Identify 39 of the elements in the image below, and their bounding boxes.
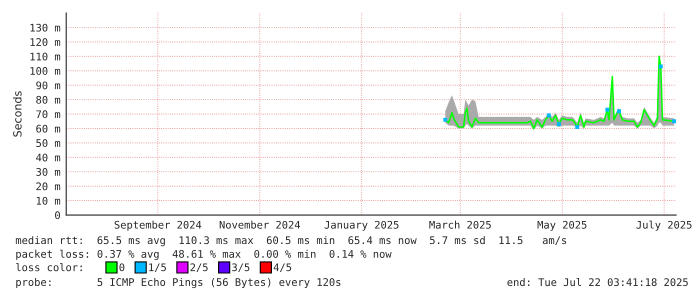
legend-label: 4/5 (274, 264, 292, 272)
legend-label: 3/5 (232, 263, 250, 272)
x-tick-label: January 2025 (324, 220, 398, 231)
text: probe: 5 ICMP Echo Pings (56 Bytes) every 120s (16, 278, 340, 288)
point (617, 109, 621, 114)
y-tick-label: 100 m (30, 67, 60, 75)
y-tick-label: 130 m (30, 24, 60, 32)
point (658, 64, 663, 68)
point (443, 118, 448, 122)
legend-label: 0 (119, 263, 124, 272)
point (672, 119, 676, 124)
point (556, 122, 561, 126)
point (605, 108, 610, 112)
x-tick-label: March 2025 (429, 220, 491, 229)
y-tick-label: 70 m (36, 110, 60, 118)
y-tick-label: 50 m (36, 139, 60, 148)
x-tick-label: May 2025 (538, 220, 586, 231)
text: loss color: (16, 263, 82, 272)
legend-label: 1/5 (149, 264, 166, 272)
y-tick-label: 80 m (36, 96, 60, 104)
point (575, 125, 580, 129)
y-axis-title: Seconds (12, 91, 22, 137)
text: packet loss: 0.37 % avg 48.61 % max 0.00 % min 0.14 % now (16, 250, 392, 260)
text: median rtt: 65.5 ms avg 110.3 ms max 60.5 ms min 65.4 ms now 5.7 ms sd 11.5 am/s (16, 236, 566, 246)
y-tick-label: 40 m (36, 154, 60, 162)
y-tick-label: 10 m (36, 196, 60, 205)
x-tick-label: September 2024 (114, 220, 202, 231)
y-tick-label: 30 m (36, 168, 60, 176)
y-tick-label: 60 m (36, 124, 60, 133)
point (546, 114, 551, 118)
y-tick-label: 90 m (36, 81, 60, 90)
y-tick-label: 110 m (30, 52, 60, 60)
y-tick-label: 120 m (30, 38, 60, 46)
x-tick-label: July 2025 (636, 220, 692, 231)
legend-label: 2/5 (190, 263, 208, 272)
x-tick-label: November 2024 (220, 220, 300, 229)
text: end: Tue Jul 22 03:41:18 2025 (507, 278, 688, 286)
y-tick-label: 0 (55, 211, 60, 220)
y-tick-label: 20 m (36, 182, 60, 190)
